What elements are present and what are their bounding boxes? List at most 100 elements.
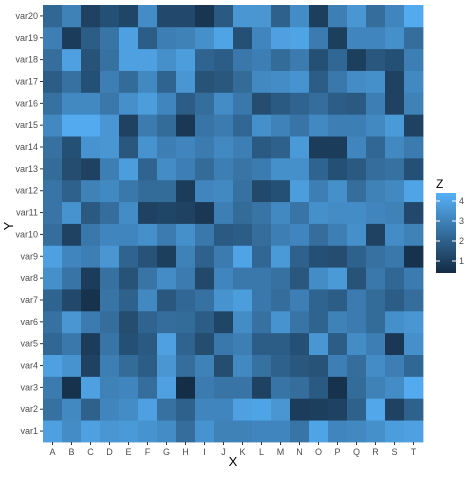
x-tick-label: L bbox=[259, 447, 264, 457]
heatmap-cell bbox=[176, 310, 196, 334]
heatmap-cell bbox=[81, 332, 101, 355]
heatmap-cell bbox=[176, 332, 196, 355]
x-tick-label: G bbox=[163, 447, 170, 457]
heatmap-cell bbox=[328, 26, 348, 50]
heatmap-cell bbox=[252, 114, 272, 137]
heatmap-cell bbox=[271, 92, 291, 115]
heatmap-cell bbox=[100, 5, 120, 28]
heatmap-cell bbox=[119, 398, 139, 421]
heatmap-cell bbox=[233, 201, 253, 224]
heatmap-cell bbox=[43, 48, 63, 71]
heatmap-cell bbox=[366, 376, 386, 399]
heatmap-cell bbox=[328, 267, 348, 290]
heatmap-cell bbox=[195, 223, 215, 246]
heatmap-cell bbox=[309, 398, 329, 421]
heatmap-cell bbox=[81, 5, 101, 28]
heatmap-cell bbox=[385, 136, 405, 159]
heatmap-cell bbox=[385, 114, 405, 137]
heatmap-cell bbox=[271, 310, 291, 334]
heatmap-cell bbox=[271, 420, 291, 443]
heatmap-cell bbox=[62, 201, 82, 224]
heatmap-cell bbox=[81, 398, 101, 421]
heatmap-cell bbox=[290, 376, 310, 399]
heatmap-cell bbox=[119, 245, 139, 268]
heatmap-cell bbox=[271, 114, 291, 137]
heatmap-cell bbox=[290, 92, 310, 115]
heatmap-cell bbox=[138, 26, 158, 50]
heatmap-cell bbox=[62, 114, 82, 137]
heatmap-cell bbox=[62, 332, 82, 355]
heatmap-cell bbox=[119, 179, 139, 203]
heatmap-cell bbox=[176, 136, 196, 159]
heatmap-cell bbox=[81, 223, 101, 246]
heatmap-cell bbox=[233, 398, 253, 421]
x-tick-label: S bbox=[391, 447, 397, 457]
heatmap-cell bbox=[138, 92, 158, 115]
heatmap-cell bbox=[233, 289, 253, 312]
heatmap-cell bbox=[119, 70, 139, 93]
heatmap-cell bbox=[195, 398, 215, 421]
heatmap-cell bbox=[271, 5, 291, 28]
heatmap-cell bbox=[100, 114, 120, 137]
heatmap-cell bbox=[233, 114, 253, 137]
heatmap-cell bbox=[43, 289, 63, 312]
heatmap-cell bbox=[119, 310, 139, 334]
heatmap-cell bbox=[195, 332, 215, 355]
heatmap-cell bbox=[347, 332, 367, 355]
heatmap-cell bbox=[385, 376, 405, 399]
heatmap-cell bbox=[347, 5, 367, 28]
heatmap-cell bbox=[404, 245, 424, 268]
heatmap-cell bbox=[309, 70, 329, 93]
heatmap-cell bbox=[195, 179, 215, 203]
heatmap-cell bbox=[328, 114, 348, 137]
heatmap-cell bbox=[366, 136, 386, 159]
heatmap-cell bbox=[157, 26, 177, 50]
heatmap-cell bbox=[347, 48, 367, 71]
heatmap-cell bbox=[214, 201, 234, 224]
heatmap-cell bbox=[309, 92, 329, 115]
heatmap-cell bbox=[290, 201, 310, 224]
heatmap-cell bbox=[290, 136, 310, 159]
heatmap-cell bbox=[138, 289, 158, 312]
heatmap-cell bbox=[214, 245, 234, 268]
heatmap-cell bbox=[271, 223, 291, 246]
heatmap-cell bbox=[176, 289, 196, 312]
heatmap-cell bbox=[366, 332, 386, 355]
heatmap-cell bbox=[385, 332, 405, 355]
heatmap-cell bbox=[366, 289, 386, 312]
heatmap-cell bbox=[290, 223, 310, 246]
heatmap-cell bbox=[252, 332, 272, 355]
heatmap-cell bbox=[138, 310, 158, 334]
heatmap-cell bbox=[100, 70, 120, 93]
heatmap-cell bbox=[347, 179, 367, 203]
heatmap-cell bbox=[62, 398, 82, 421]
y-tick-label: var2 bbox=[20, 404, 38, 414]
heatmap-cell bbox=[195, 376, 215, 399]
heatmap-cell bbox=[157, 136, 177, 159]
y-tick-label: var7 bbox=[20, 295, 38, 305]
heatmap-cell bbox=[157, 310, 177, 334]
heatmap-cell bbox=[214, 179, 234, 203]
heatmap-cell bbox=[81, 376, 101, 399]
heatmap-cell bbox=[62, 5, 82, 28]
heatmap-cell bbox=[252, 179, 272, 203]
heatmap-cell bbox=[271, 136, 291, 159]
x-tick-label: O bbox=[315, 447, 322, 457]
heatmap-cell bbox=[195, 114, 215, 137]
heatmap-cell bbox=[157, 376, 177, 399]
heatmap-cell bbox=[43, 92, 63, 115]
heatmap-cell bbox=[81, 92, 101, 115]
y-tick-label: var12 bbox=[15, 186, 38, 196]
heatmap-cell bbox=[81, 114, 101, 137]
heatmap-cell bbox=[385, 5, 405, 28]
x-tick-label: C bbox=[87, 447, 94, 457]
heatmap-cell bbox=[138, 223, 158, 246]
heatmap-cell bbox=[176, 179, 196, 203]
legend-colorbar bbox=[436, 193, 456, 273]
heatmap-cell bbox=[328, 289, 348, 312]
heatmap-cell bbox=[271, 354, 291, 377]
heatmap-cell bbox=[252, 376, 272, 399]
heatmap-cell bbox=[195, 245, 215, 268]
heatmap-cell bbox=[290, 354, 310, 377]
heatmap-cell bbox=[157, 420, 177, 443]
